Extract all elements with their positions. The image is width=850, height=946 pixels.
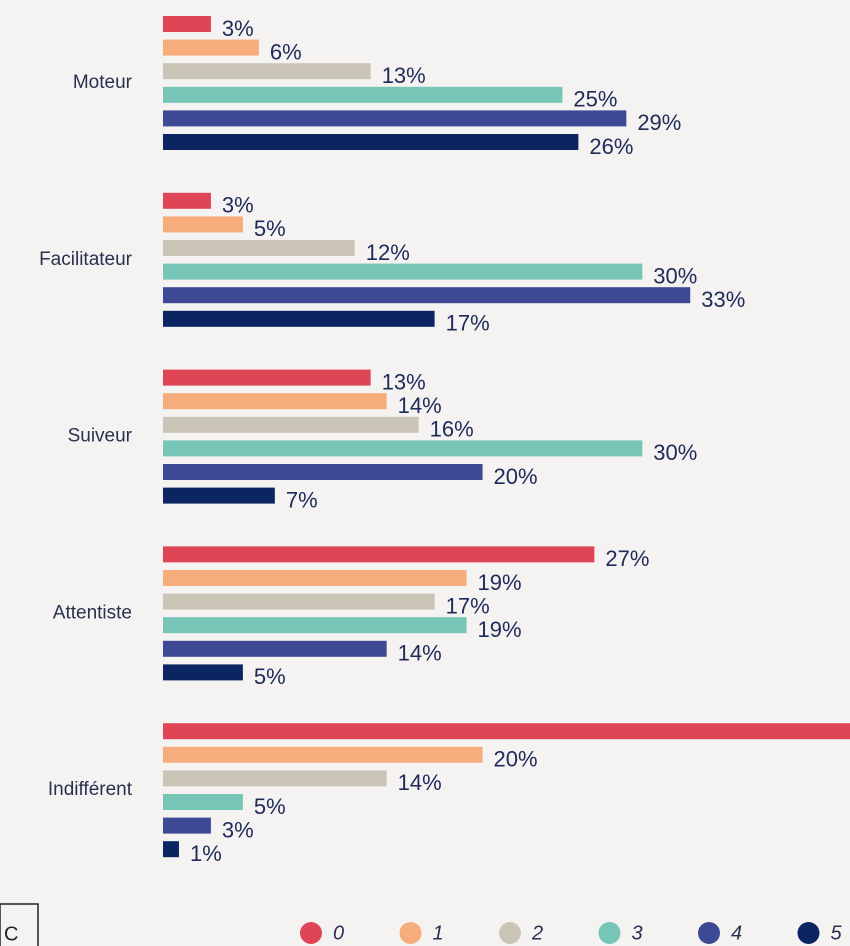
value-label: 14% [398, 641, 442, 666]
value-label: 27% [605, 546, 649, 571]
value-label: 30% [653, 440, 697, 465]
legend-marker [598, 922, 621, 944]
legend-label: 2 [531, 922, 543, 944]
legend-label: 5 [831, 922, 843, 944]
category-label: Attentiste [53, 602, 132, 623]
category-label: Moteur [73, 72, 133, 93]
legend-marker [399, 922, 422, 944]
bar [163, 593, 435, 610]
bar [163, 487, 275, 504]
legend-label: 0 [333, 922, 344, 944]
legend-marker [499, 922, 521, 944]
corner-box [0, 903, 39, 946]
value-label: 5% [254, 664, 286, 689]
value-label: 13% [382, 369, 426, 394]
value-label: 30% [653, 263, 697, 288]
bar [163, 794, 243, 810]
bar [163, 664, 243, 681]
bar [163, 617, 467, 634]
value-label: 20% [494, 464, 538, 489]
bar [163, 63, 371, 80]
bar [163, 440, 643, 457]
value-label: 12% [366, 240, 410, 265]
value-label: 13% [382, 63, 426, 88]
value-label: 7% [286, 487, 318, 512]
category-label: Facilitateur [39, 249, 133, 270]
value-label: 5% [254, 794, 286, 819]
value-label: 17% [446, 311, 490, 336]
bar [163, 110, 627, 127]
value-label: 33% [701, 287, 745, 312]
value-label: 14% [398, 770, 442, 795]
bar [163, 86, 563, 103]
value-label: 3% [222, 193, 254, 218]
value-label: 6% [270, 39, 302, 64]
bar [163, 817, 211, 834]
value-label: 20% [494, 747, 538, 772]
bar [163, 287, 691, 304]
legend-marker [797, 922, 820, 944]
legend-label: 1 [433, 922, 444, 944]
bar [163, 16, 211, 32]
bar [163, 393, 387, 410]
category-label: Indifférent [48, 779, 133, 800]
value-label: 29% [637, 110, 681, 135]
bar [163, 640, 387, 657]
bar [163, 770, 387, 787]
value-label: 19% [478, 570, 522, 595]
bar [163, 464, 483, 480]
bar [163, 416, 419, 433]
bar [163, 369, 371, 386]
legend-marker [300, 922, 322, 944]
value-label: 16% [430, 417, 474, 442]
bar [163, 570, 467, 586]
bar [163, 192, 211, 209]
bar [163, 723, 850, 740]
bar [163, 240, 355, 256]
value-label: 26% [589, 134, 633, 159]
bar [163, 216, 243, 233]
bar [163, 841, 179, 858]
corner-label: C [4, 923, 18, 945]
bar [163, 746, 483, 763]
bar [163, 39, 259, 56]
bar [163, 134, 579, 150]
value-label: 25% [573, 87, 617, 112]
bar [163, 263, 643, 280]
bar [163, 310, 435, 327]
legend-label: 3 [632, 922, 643, 944]
bar [163, 546, 595, 563]
legend-marker [698, 922, 720, 944]
category-label: Suiveur [68, 426, 133, 447]
value-label: 3% [222, 16, 254, 41]
value-label: 19% [478, 617, 522, 642]
value-label: 5% [254, 216, 286, 241]
value-label: 14% [398, 393, 442, 418]
value-label: 17% [446, 593, 490, 618]
legend-label: 4 [731, 922, 742, 944]
value-label: 1% [190, 841, 222, 866]
value-label: 3% [222, 817, 254, 842]
